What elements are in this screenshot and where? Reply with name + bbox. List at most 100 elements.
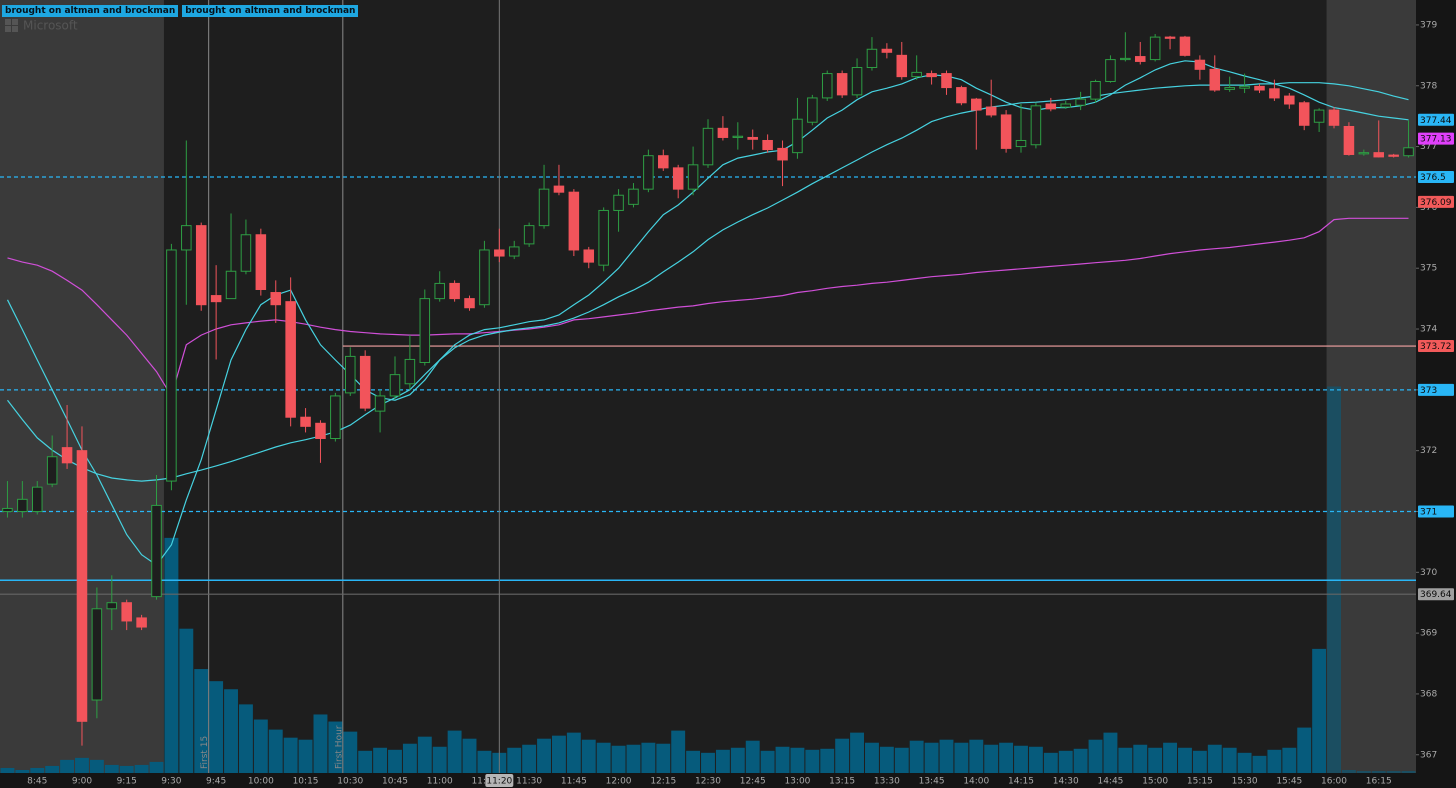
volume-bar [343, 731, 358, 773]
candle-body [195, 225, 207, 306]
level-label: 369.64 [1420, 590, 1452, 600]
volume-bar [1058, 750, 1073, 773]
candle-body [1075, 98, 1086, 106]
candle-body [1328, 109, 1340, 126]
candle-body [151, 504, 162, 598]
candle-body [553, 185, 565, 193]
candle-body [1000, 114, 1012, 149]
x-tick-label: 12:15 [650, 777, 676, 787]
candle-body [404, 358, 416, 385]
candle-body [985, 106, 997, 116]
volume-bar [1178, 747, 1192, 773]
x-tick-label: 11:00 [427, 777, 453, 787]
y-tick-label: 370 [1420, 568, 1437, 578]
volume-bar [805, 749, 820, 773]
candle-body [315, 422, 326, 439]
candle-body [613, 194, 624, 211]
candle-body [881, 48, 893, 53]
x-tick-label: 13:45 [919, 777, 945, 787]
volume-bar [268, 729, 283, 773]
volume-bar [447, 730, 462, 773]
level-label-box [1418, 505, 1454, 518]
volume-bar [1222, 747, 1237, 773]
x-tick-label: 10:15 [293, 777, 319, 787]
candle-body [717, 127, 729, 138]
candle-body [1209, 68, 1221, 91]
x-tick-label: 11:30 [516, 777, 542, 787]
candle-body [1149, 36, 1161, 61]
volume-bar [671, 730, 686, 773]
volume-bar [835, 738, 850, 773]
volume-bar [820, 748, 835, 773]
volume-bar [298, 739, 313, 773]
candle-body [449, 282, 460, 300]
x-tick-label: 14:30 [1053, 777, 1079, 787]
volume-bar [596, 742, 611, 773]
volume-bar [283, 737, 298, 773]
volume-bar [462, 738, 477, 773]
volume-bar [15, 769, 30, 773]
candle-body [508, 246, 520, 257]
volume-bar [1148, 747, 1163, 773]
volume-bar [1371, 770, 1386, 773]
candle-body [777, 147, 788, 161]
candle-body [210, 295, 222, 303]
y-tick-label: 369 [1420, 629, 1437, 639]
candle-body [762, 139, 773, 151]
candle-body [345, 355, 356, 394]
candle-body [1105, 59, 1116, 82]
logo-square [12, 26, 18, 32]
level-label-box [1418, 170, 1454, 183]
candle-body [807, 97, 818, 123]
x-tick-label: 9:00 [72, 777, 92, 787]
candle-body [1134, 56, 1146, 62]
volume-bar [60, 759, 75, 773]
x-tick-label: 15:30 [1232, 777, 1258, 787]
candle-body [568, 191, 580, 251]
candle-body [628, 188, 639, 205]
x-tick-label: 11:45 [561, 777, 587, 787]
volume-bar [939, 739, 954, 773]
candle-body [181, 225, 192, 251]
candle-body [225, 270, 237, 300]
candle-body [106, 602, 118, 610]
x-tick-label: 9:30 [161, 777, 181, 787]
volume-bar [1103, 732, 1118, 773]
badges: brought on altman and brockman brought o… [2, 5, 359, 17]
price-tag-box [1418, 113, 1454, 126]
volume-bar [954, 742, 969, 773]
candle-body [2, 507, 13, 512]
volume-bar [1341, 769, 1356, 773]
volume-bar [1028, 746, 1043, 773]
x-tick-label: 10:45 [382, 777, 408, 787]
candle-body [598, 209, 609, 266]
volume-bar [104, 764, 119, 773]
level-label-box [1418, 383, 1454, 396]
candle-body [389, 374, 401, 397]
volume-bar [313, 714, 328, 773]
study-line [7, 82, 1409, 482]
candle-body [91, 608, 103, 701]
candle-body [792, 118, 803, 154]
x-tick-label: 13:00 [784, 777, 810, 787]
watermark: Microsoft [23, 19, 78, 33]
volume-bar [715, 749, 730, 773]
y-tick-label: 375 [1420, 264, 1437, 274]
candle-body [1373, 152, 1385, 158]
y-tick-label: 379 [1420, 20, 1437, 30]
candle-body [359, 355, 371, 409]
x-tick-label: 12:30 [695, 777, 721, 787]
level-label: 371 [1420, 507, 1437, 517]
candle-body [300, 416, 311, 427]
y-tick-label: 368 [1420, 689, 1437, 699]
candle-body [434, 282, 445, 300]
volume-bar [701, 752, 715, 773]
candle-body [136, 617, 147, 628]
candle-body [1090, 80, 1101, 100]
volume-bar [626, 744, 641, 773]
volume-bar [1401, 770, 1416, 773]
volume-bar [1118, 747, 1133, 773]
volume-bar [775, 746, 790, 773]
logo-square [5, 26, 11, 32]
